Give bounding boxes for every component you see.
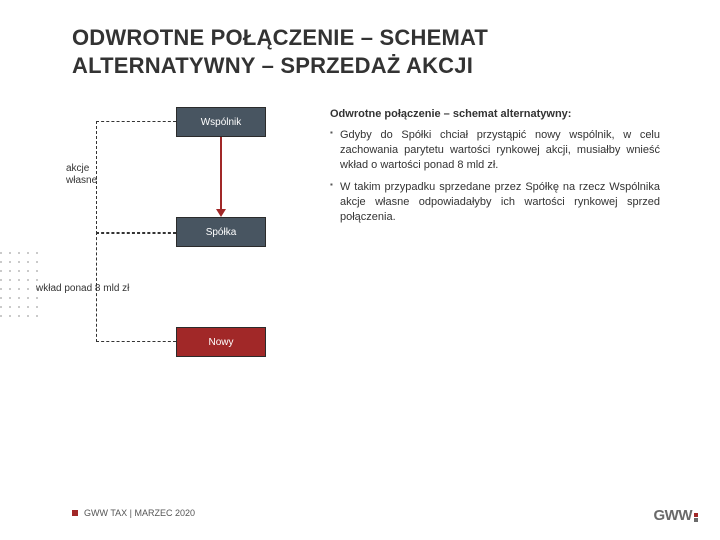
logo-text: GWW	[654, 507, 692, 524]
diagram: Wspólnik akcje własne Spółka wkład ponad…	[72, 107, 302, 387]
node-spolka: Spółka	[176, 217, 266, 247]
text-column: Odwrotne połączenie – schemat alternatyw…	[330, 107, 660, 387]
footer: GWW TAX | MARZEC 2020	[72, 508, 195, 518]
footer-square-icon	[72, 510, 78, 516]
logo: GWW	[654, 507, 698, 524]
edge-loop-wklad-label: wkład ponad 8 mld zł	[36, 283, 156, 294]
slide-container: ODWROTNE POŁĄCZENIE – SCHEMAT ALTERNATYW…	[0, 0, 720, 540]
node-nowy-label: Nowy	[208, 337, 233, 348]
logo-mark-icon	[694, 513, 698, 522]
page-title: ODWROTNE POŁĄCZENIE – SCHEMAT ALTERNATYW…	[72, 24, 660, 79]
bullet-list: Gdyby do Spółki chciał przystąpić nowy w…	[330, 128, 660, 225]
node-wspolnik: Wspólnik	[176, 107, 266, 137]
edge-red-arrow	[220, 137, 222, 209]
footer-text: GWW TAX | MARZEC 2020	[84, 508, 195, 518]
node-nowy: Nowy	[176, 327, 266, 357]
content-row: Wspólnik akcje własne Spółka wkład ponad…	[72, 107, 660, 387]
edge-loop-akcje-label: akcje własne	[66, 163, 114, 187]
bullet-item: Gdyby do Spółki chciał przystąpić nowy w…	[330, 128, 660, 173]
bullet-item: W takim przypadku sprzedane przez Spółkę…	[330, 180, 660, 225]
subheading: Odwrotne połączenie – schemat alternatyw…	[330, 107, 660, 122]
node-wspolnik-label: Wspólnik	[201, 117, 242, 128]
node-spolka-label: Spółka	[206, 227, 237, 238]
